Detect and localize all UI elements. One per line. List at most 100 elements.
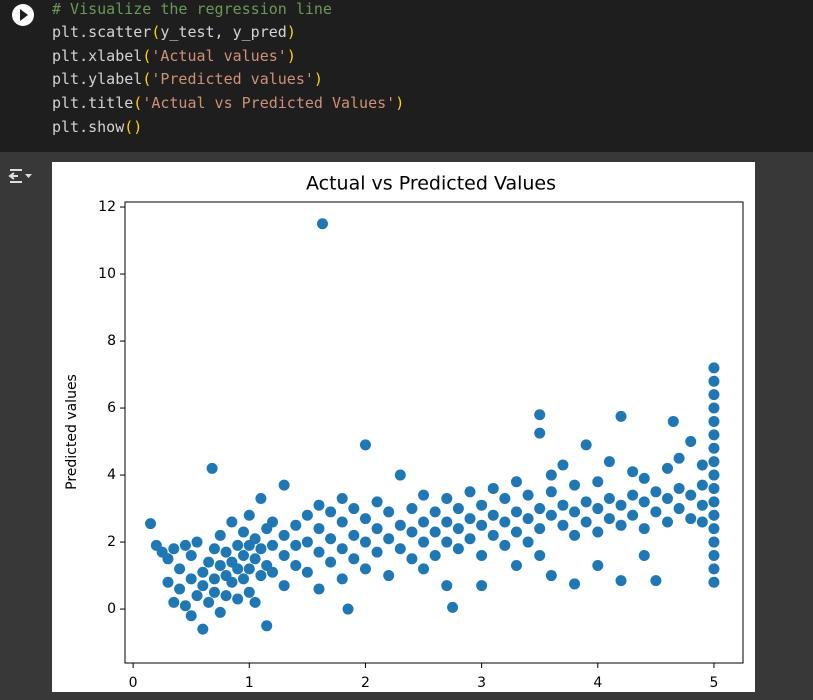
code: plt.xlabel xyxy=(52,47,143,65)
point xyxy=(487,509,499,521)
point xyxy=(545,469,557,481)
point xyxy=(545,486,557,498)
point xyxy=(708,375,720,387)
point xyxy=(191,536,203,548)
point xyxy=(708,563,720,575)
point xyxy=(557,519,569,531)
point xyxy=(429,506,441,518)
chart-title: Actual vs Predicted Values xyxy=(306,173,556,195)
point xyxy=(168,543,180,555)
point xyxy=(557,459,569,471)
point xyxy=(290,539,302,551)
x-tick-label: 0 xyxy=(129,675,138,691)
point xyxy=(708,442,720,454)
point xyxy=(685,489,697,501)
point xyxy=(197,566,209,578)
point xyxy=(243,563,255,575)
point xyxy=(203,556,215,568)
point xyxy=(441,493,453,505)
x-tick-label: 1 xyxy=(245,675,254,691)
point xyxy=(174,563,186,575)
point xyxy=(452,523,464,535)
point xyxy=(638,549,650,561)
point xyxy=(249,533,261,545)
output-toggle[interactable] xyxy=(8,166,34,186)
point xyxy=(342,603,354,615)
point xyxy=(220,590,232,602)
point xyxy=(476,519,488,531)
point xyxy=(208,543,220,555)
point xyxy=(255,543,267,555)
point xyxy=(696,499,708,511)
point xyxy=(237,549,249,561)
point xyxy=(569,479,581,491)
point xyxy=(522,513,534,525)
comment: # Visualize the regression line xyxy=(52,0,332,18)
y-tick-label: 0 xyxy=(107,601,116,617)
point xyxy=(447,601,459,613)
x-tick-label: 2 xyxy=(361,675,370,691)
point xyxy=(627,466,639,478)
point xyxy=(237,526,249,538)
point xyxy=(650,486,662,498)
code: ) xyxy=(286,23,296,41)
point xyxy=(569,578,581,590)
point xyxy=(278,549,290,561)
point xyxy=(673,452,685,464)
x-tick-label: 5 xyxy=(709,675,718,691)
point xyxy=(592,560,604,572)
point xyxy=(325,533,337,545)
y-tick-label: 10 xyxy=(98,266,116,282)
point xyxy=(214,560,226,572)
point xyxy=(162,576,174,588)
run-button[interactable] xyxy=(11,3,35,27)
point xyxy=(696,479,708,491)
point xyxy=(394,469,406,481)
point xyxy=(406,526,418,538)
point xyxy=(708,456,720,468)
point xyxy=(383,506,395,518)
point xyxy=(418,489,430,501)
point xyxy=(708,389,720,401)
point xyxy=(336,543,348,555)
point xyxy=(145,518,157,530)
point xyxy=(510,526,522,538)
point xyxy=(214,606,226,618)
point xyxy=(510,476,522,488)
point xyxy=(708,523,720,535)
point xyxy=(359,536,371,548)
point xyxy=(290,560,302,572)
point xyxy=(278,529,290,541)
chart: Actual vs Predicted Values Predicted val… xyxy=(52,162,755,692)
point xyxy=(243,509,255,521)
point xyxy=(708,469,720,481)
x-tick-label: 4 xyxy=(593,675,602,691)
point xyxy=(267,539,279,551)
point xyxy=(394,519,406,531)
point xyxy=(348,529,360,541)
point xyxy=(290,519,302,531)
point xyxy=(208,586,220,598)
point xyxy=(708,429,720,441)
point xyxy=(226,576,238,588)
code-line: plt.show() xyxy=(52,118,142,136)
point xyxy=(661,462,673,474)
point xyxy=(545,570,557,582)
point xyxy=(179,600,191,612)
code-cell: # Visualize the regression line plt.scat… xyxy=(0,0,813,152)
point xyxy=(673,503,685,515)
point xyxy=(708,415,720,427)
point xyxy=(534,503,546,515)
point xyxy=(348,503,360,515)
point xyxy=(650,506,662,518)
point xyxy=(406,503,418,515)
point xyxy=(661,516,673,528)
point xyxy=(534,427,546,439)
point xyxy=(441,580,453,592)
point xyxy=(685,513,697,525)
point xyxy=(696,516,708,528)
point xyxy=(510,560,522,572)
point xyxy=(249,553,261,565)
x-tick-label: 3 xyxy=(477,675,486,691)
point xyxy=(237,573,249,585)
